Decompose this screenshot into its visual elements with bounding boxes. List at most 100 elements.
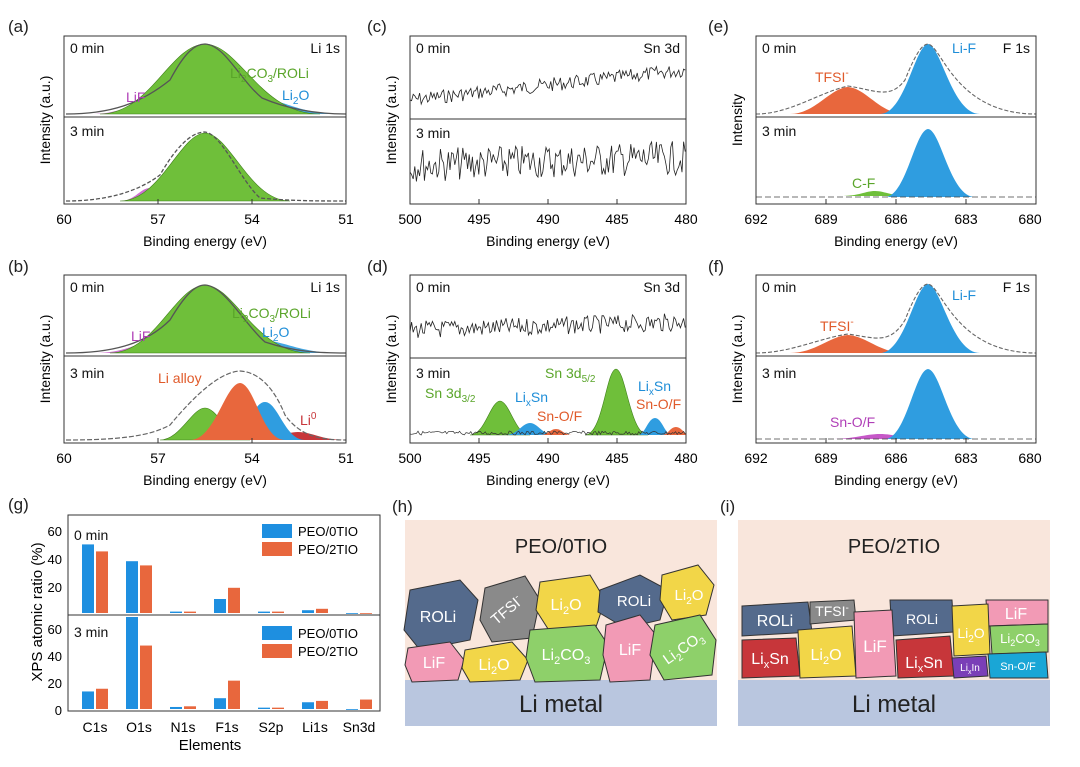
bar-peo-0tio-sn3d xyxy=(346,709,358,710)
noise-trace xyxy=(410,313,686,338)
x-tick-label: 692 xyxy=(744,211,768,227)
grain-text: LixIn xyxy=(960,663,980,676)
bar-peo-2tio-li1s xyxy=(316,608,328,613)
frame xyxy=(63,35,347,205)
x-tick-label: S2p xyxy=(259,719,284,735)
x-tick-label: 485 xyxy=(605,211,629,227)
li-alloy-label: Li alloy xyxy=(158,370,202,386)
panel-i-label: (i) xyxy=(720,497,735,516)
grain-text: TFSI- xyxy=(815,603,849,619)
grain-text: LiF xyxy=(619,642,641,659)
legend-swatch-2tio xyxy=(262,542,292,556)
y-tick-label: 40 xyxy=(48,552,62,567)
sn3d52-label: Sn 3d5/2 xyxy=(545,365,596,385)
noise-trace xyxy=(410,140,686,182)
tfsi-label: TFSI- xyxy=(815,68,849,85)
bar-chart-0min xyxy=(82,544,372,614)
x-tick-label: 686 xyxy=(884,211,908,227)
grain-text: Li2CO3 xyxy=(1000,631,1040,648)
noise-trace xyxy=(410,65,686,106)
peak-li-alloy xyxy=(190,383,285,440)
panel-g-label: (g) xyxy=(8,495,29,514)
time-label: 0 min xyxy=(762,279,796,295)
grain-text: Sn-O/F xyxy=(1000,661,1036,673)
li-metal-region xyxy=(738,680,1050,726)
panel-a: (a) 0 min Li 1s LiF Li2CO3/ROLi Li2O 3 m… xyxy=(8,17,354,249)
legend-bottom: PEO/0TIO PEO/2TIO xyxy=(262,626,358,659)
time-label: 0 min xyxy=(70,40,104,56)
peak-lif xyxy=(885,369,975,439)
cf-label: C-F xyxy=(852,175,875,191)
x-tick-label: 680 xyxy=(1018,450,1042,466)
grain-text: Li2O xyxy=(957,625,984,645)
grain-text: ROLi xyxy=(906,611,938,627)
time-label: 0 min xyxy=(74,527,108,543)
lif-label: LiF xyxy=(126,89,145,105)
x-tick-label: 495 xyxy=(467,211,491,227)
y-axis-label: Intensity (a.u.) xyxy=(383,315,399,404)
envelope xyxy=(65,131,346,202)
time-label: 0 min xyxy=(762,40,796,56)
grain-lif xyxy=(404,641,465,683)
legend-label: PEO/2TIO xyxy=(298,542,358,557)
electrolyte-title: PEO/2TIO xyxy=(848,536,940,558)
lif-label: LiF xyxy=(131,328,150,344)
lif-label: Li-F xyxy=(952,40,976,56)
x-axis-label: Binding energy (eV) xyxy=(834,472,958,488)
grain-lixin xyxy=(951,655,989,679)
element-label: Li 1s xyxy=(310,40,340,56)
bar-peo-2tio-s2p xyxy=(272,707,284,709)
x-tick-label: 495 xyxy=(467,450,491,466)
x-tick-label: O1s xyxy=(126,719,152,735)
lixsn-label: LixSn xyxy=(638,378,671,398)
panel-c-label: (c) xyxy=(367,17,387,36)
frame xyxy=(755,274,1037,444)
x-tick-label: 57 xyxy=(150,211,166,227)
li2co3-label: Li2CO3/ROLi xyxy=(232,305,311,325)
x-axis-label: Binding energy (eV) xyxy=(143,472,267,488)
li-metal-region xyxy=(405,680,717,726)
bar-peo-0tio-n1s xyxy=(170,611,182,613)
bar-peo-0tio-s2p xyxy=(258,707,270,709)
frame xyxy=(63,274,347,444)
grain-li2o xyxy=(797,625,857,679)
legend-top: PEO/0TIO PEO/2TIO xyxy=(262,524,358,557)
x-tick-label: 57 xyxy=(150,450,166,466)
bar-peo-2tio-n1s xyxy=(184,611,196,613)
panel-f-label: (f) xyxy=(708,257,724,276)
bar-peo-2tio-f1s xyxy=(228,587,240,613)
grain-text: ROLi xyxy=(617,593,651,610)
electrolyte-title: PEO/0TIO xyxy=(515,536,607,558)
snof-label: Sn-O/F xyxy=(636,396,681,412)
bar-peo-0tio-f1s xyxy=(214,599,226,613)
peak-sn3d52 xyxy=(584,368,649,436)
panel-d: (d) 0 min Sn 3d 3 min Sn 3d3/2 Sn 3d5/2 … xyxy=(367,257,698,488)
peak-lif xyxy=(880,284,980,353)
y-axis-label: Intensity (a.u.) xyxy=(37,315,53,404)
envelope xyxy=(65,43,346,115)
bar-peo-2tio-o1s xyxy=(140,645,152,709)
bar-chart-3min xyxy=(82,617,372,710)
panel-h-label: (h) xyxy=(392,497,413,516)
legend-swatch-2tio xyxy=(262,644,292,658)
grain-text: Li2CO3 xyxy=(542,647,591,667)
x-tick-label: 689 xyxy=(814,450,838,466)
grain-snof xyxy=(987,651,1049,679)
grain-text: LixSn xyxy=(751,651,789,671)
peak-tfsi xyxy=(790,87,905,114)
x-tick-label: 54 xyxy=(244,211,260,227)
grain-roli xyxy=(597,574,669,629)
bar-peo-2tio-sn3d xyxy=(360,699,372,709)
grain-text: LiF xyxy=(1005,606,1027,623)
y-tick-label: 20 xyxy=(48,676,62,691)
y-tick-label: 60 xyxy=(48,524,62,539)
li2o-label: Li2O xyxy=(262,324,289,344)
peak-lif xyxy=(880,44,980,114)
x-tick-label: 680 xyxy=(1018,211,1042,227)
grain-text: Li2O xyxy=(810,647,841,667)
x-axis-label: Binding energy (eV) xyxy=(486,472,610,488)
x-ticks: 60 57 54 51 xyxy=(56,199,354,227)
grain-li2o xyxy=(659,564,715,621)
x-axis-label: Binding energy (eV) xyxy=(834,233,958,249)
bar-peo-2tio-o1s xyxy=(140,565,152,613)
